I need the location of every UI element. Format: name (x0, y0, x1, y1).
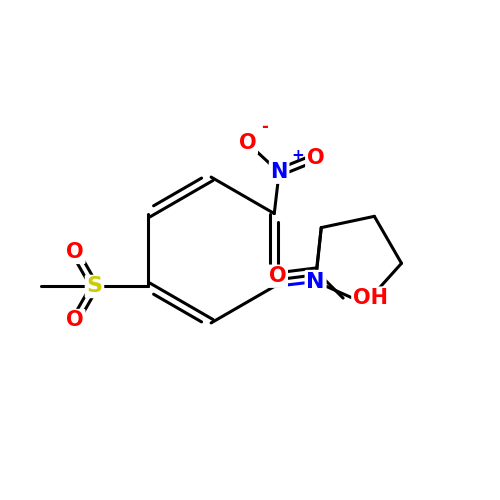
Text: OH: OH (353, 288, 388, 308)
Text: N: N (270, 162, 288, 182)
Text: N: N (306, 272, 325, 291)
Text: O: O (238, 133, 256, 153)
Text: +: + (292, 148, 304, 163)
Text: O: O (307, 148, 324, 168)
Text: S: S (86, 276, 102, 296)
Text: -: - (261, 118, 268, 136)
Text: O: O (268, 266, 286, 286)
Text: O: O (66, 242, 84, 262)
Text: O: O (66, 310, 84, 330)
